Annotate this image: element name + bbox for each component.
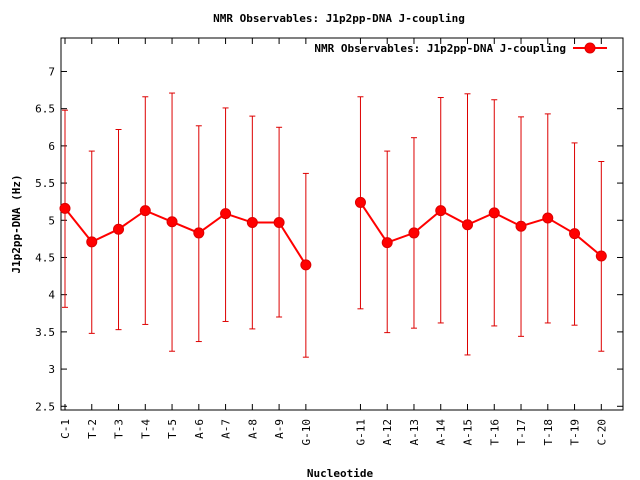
data-point — [300, 259, 312, 271]
x-tick-label: T-2 — [86, 419, 99, 439]
data-point — [246, 217, 258, 229]
x-axis: C-1 T-2 T-3 T-4 T-5 A-6 A-7 A-8 A-9 G-10 G-11 A-12 A… — [59, 38, 608, 446]
legend: NMR Observables: J1p2pp-DNA J-coupling — [314, 42, 607, 55]
x-tick-label: C-1 — [59, 419, 72, 439]
data-point — [113, 223, 125, 235]
data-point — [139, 205, 151, 217]
data-point — [461, 219, 473, 231]
y-axis: 2.5 3 3.5 4 4.5 5 5.5 6 6.5 7 — [35, 65, 623, 413]
chart-title: NMR Observables: J1p2pp-DNA J-coupling — [213, 12, 465, 25]
x-tick-label: A-15 — [461, 419, 474, 446]
data-point — [220, 208, 232, 220]
x-tick-label: A-12 — [381, 419, 394, 446]
x-tick-label: A-7 — [220, 419, 233, 439]
x-tick-label: T-4 — [139, 419, 152, 439]
x-axis-title: Nucleotide — [307, 467, 374, 480]
legend-label: NMR Observables: J1p2pp-DNA J-coupling — [314, 42, 566, 55]
data-point — [193, 227, 205, 239]
data-points — [59, 196, 607, 271]
x-tick-label: G-11 — [354, 419, 367, 446]
plot-frame — [60, 37, 624, 411]
x-tick-label: A-6 — [193, 419, 206, 439]
x-tick-label: T-18 — [542, 419, 555, 446]
y-tick-label: 4.5 — [35, 251, 55, 264]
data-point — [273, 217, 285, 229]
y-tick-label: 6.5 — [35, 103, 55, 116]
x-tick-label: A-14 — [435, 419, 448, 446]
x-tick-label: T-19 — [569, 419, 582, 446]
data-point — [59, 202, 71, 214]
y-tick-label: 2.5 — [35, 400, 55, 413]
x-tick-label: T-3 — [113, 419, 126, 439]
series-lines — [64, 201, 602, 266]
data-point — [569, 228, 581, 240]
data-point — [86, 236, 98, 248]
y-tick-label: 5.5 — [35, 177, 55, 190]
x-tick-label: T-5 — [166, 419, 179, 439]
data-point — [515, 220, 527, 232]
x-tick-label: A-9 — [273, 419, 286, 439]
x-tick-label: T-17 — [515, 419, 528, 446]
x-tick-label: A-8 — [246, 419, 259, 439]
y-tick-label: 4 — [48, 289, 55, 302]
legend-marker — [584, 42, 596, 54]
data-point — [595, 250, 607, 262]
data-point — [381, 237, 393, 249]
x-tick-label: C-20 — [595, 419, 608, 446]
series-line-segment — [359, 201, 602, 257]
data-point — [166, 216, 178, 228]
x-tick-label: T-16 — [488, 419, 501, 446]
data-point — [354, 196, 366, 208]
series-line-segment — [64, 207, 307, 266]
data-point — [435, 205, 447, 217]
data-point — [488, 207, 500, 219]
y-axis-title: J1p2pp-DNA (Hz) — [10, 174, 23, 273]
y-tick-label: 7 — [48, 65, 55, 78]
x-tick-label: G-10 — [300, 419, 313, 446]
y-tick-label: 3 — [48, 363, 55, 376]
x-tick-label: A-13 — [408, 419, 421, 446]
y-tick-label: 6 — [48, 140, 55, 153]
y-tick-label: 3.5 — [35, 326, 55, 339]
data-point — [408, 227, 420, 239]
y-tick-label: 5 — [48, 214, 55, 227]
data-point — [542, 212, 554, 224]
